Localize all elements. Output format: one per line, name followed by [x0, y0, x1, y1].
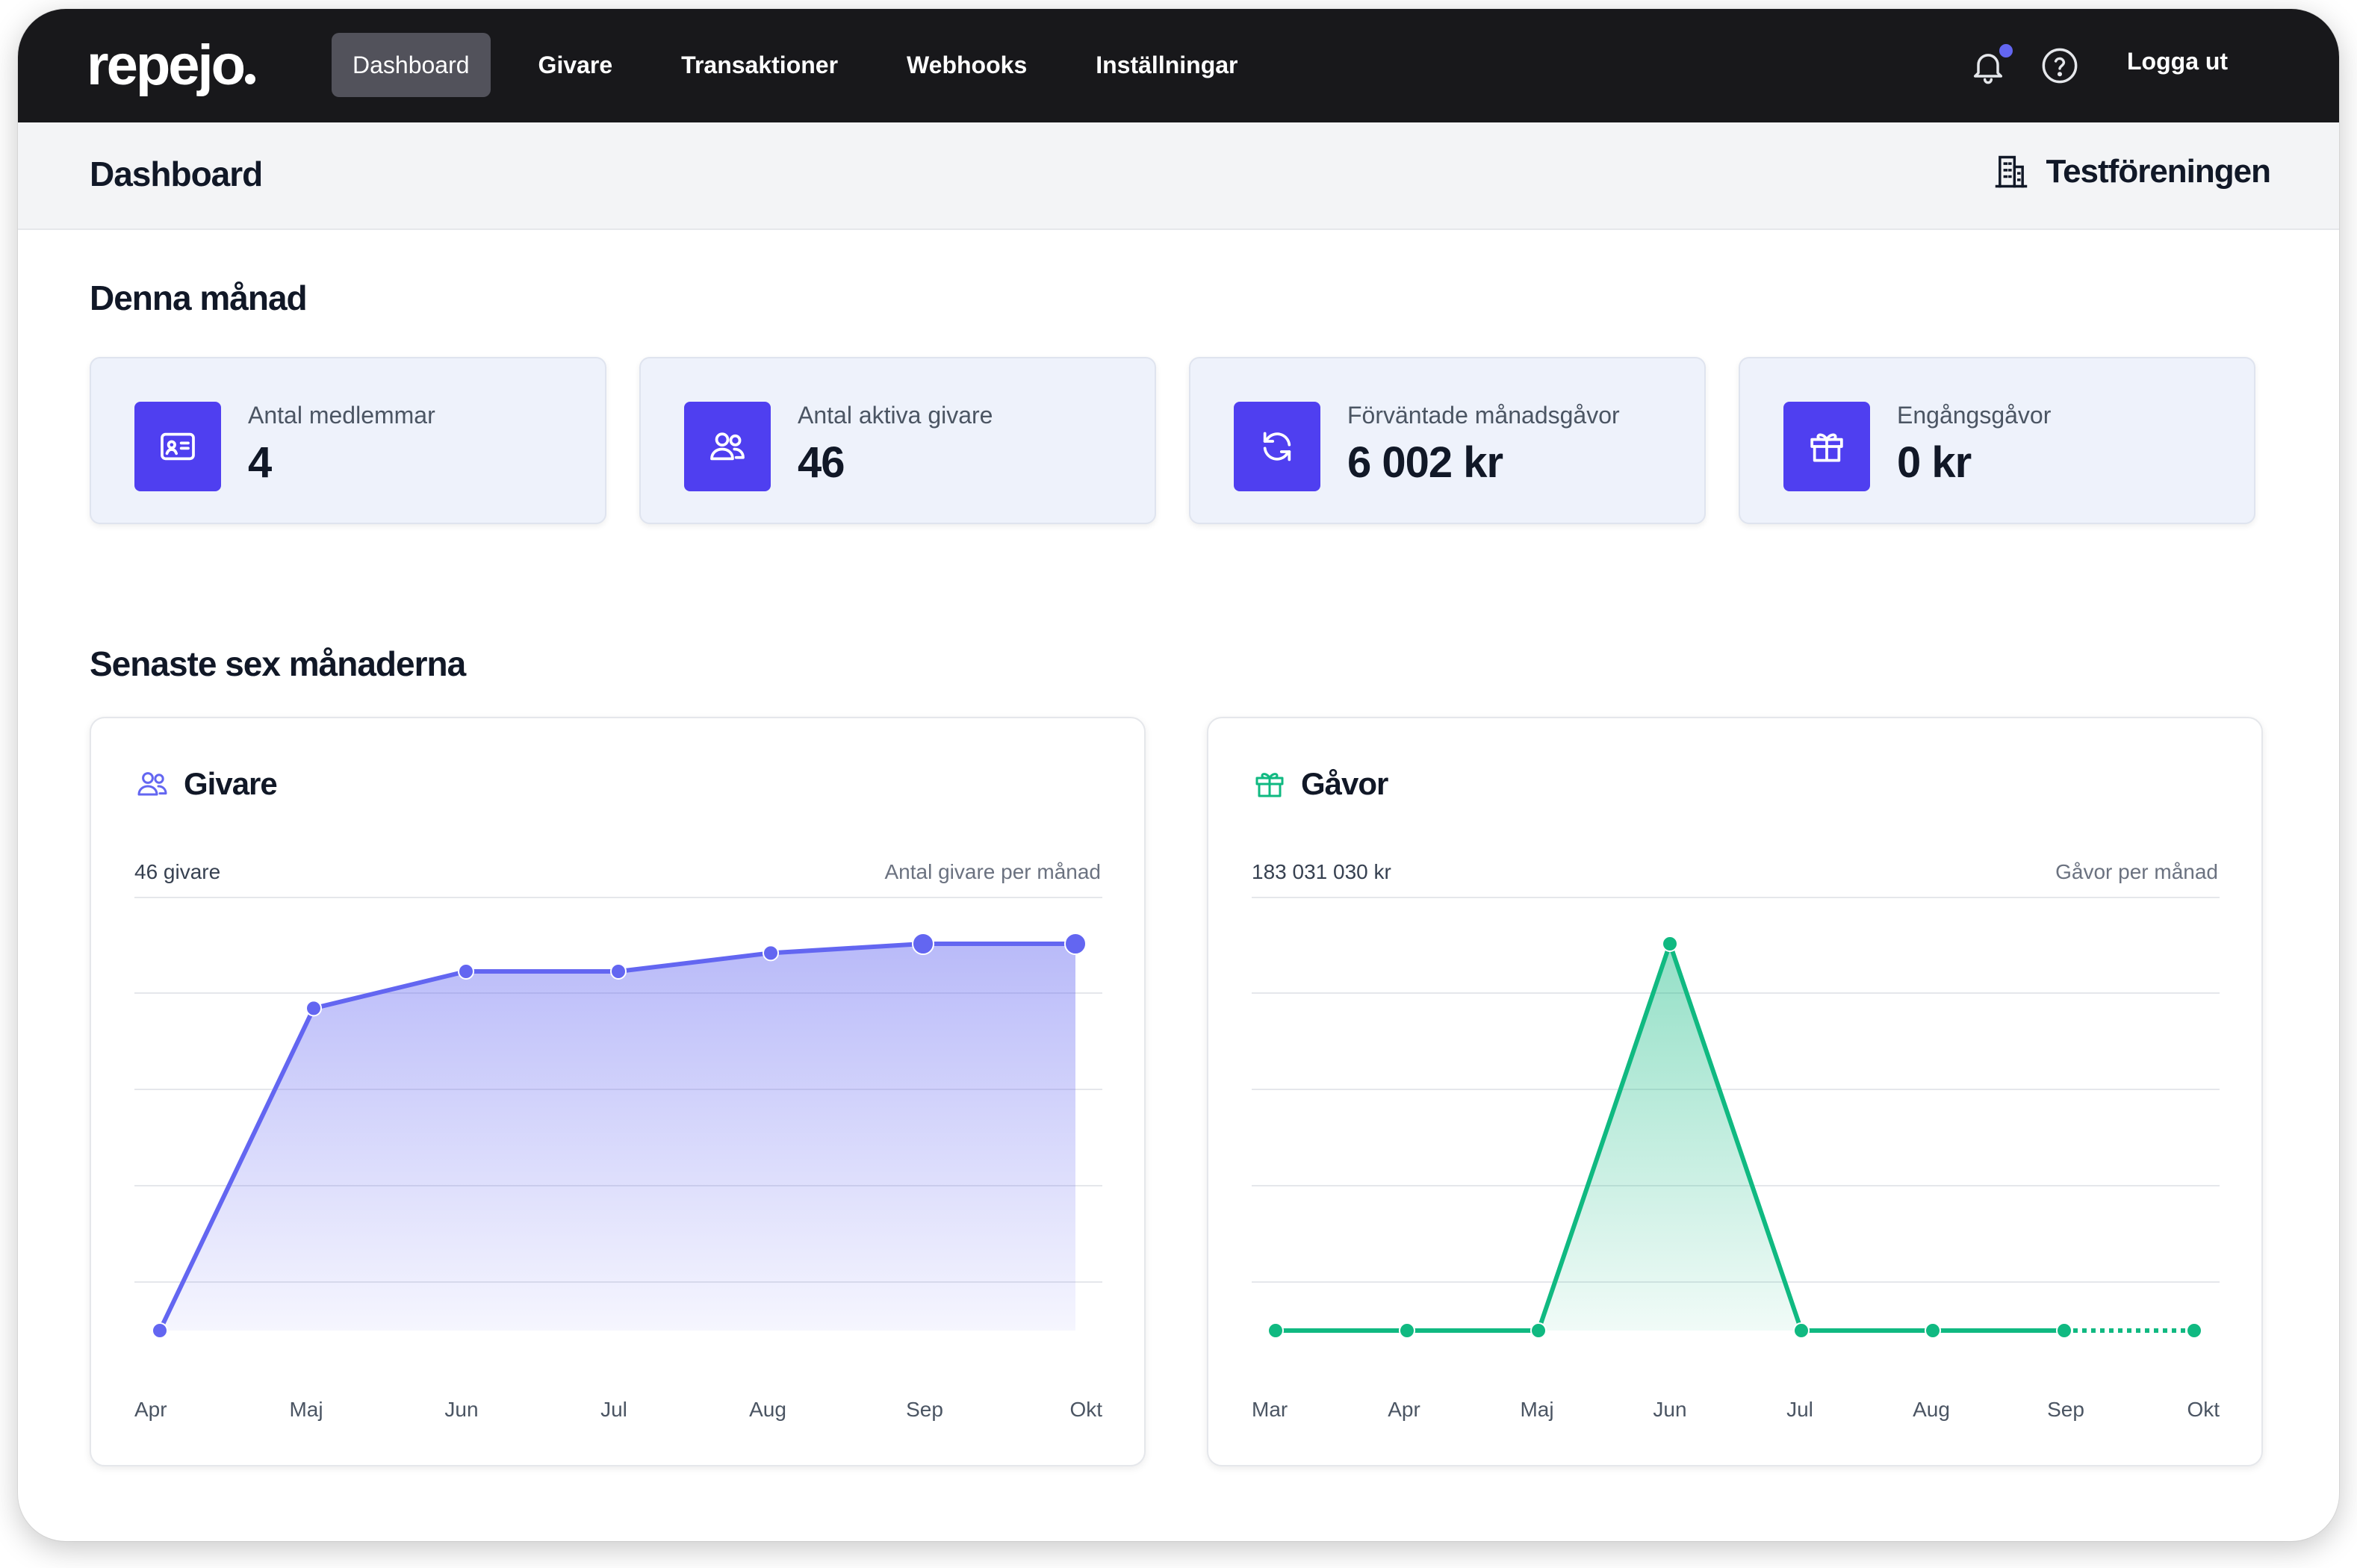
stat-card-active-donors: Antal aktiva givare 46 [639, 357, 1156, 524]
x-tick-label: Aug [1913, 1398, 1950, 1421]
stat-value: 46 [798, 438, 845, 487]
x-tick-label: Maj [289, 1398, 323, 1421]
chart-summary: 183 031 030 kr [1252, 860, 1391, 883]
x-tick-label: Jun [1653, 1398, 1686, 1421]
data-point[interactable] [305, 1000, 322, 1017]
data-point[interactable] [1530, 1322, 1547, 1339]
data-point[interactable] [2056, 1322, 2072, 1339]
data-point[interactable] [912, 933, 934, 955]
organization-selector[interactable]: Testföreningen [1992, 152, 2271, 191]
data-point[interactable] [610, 963, 627, 980]
page-title: Dashboard [90, 155, 263, 193]
chart-title: Gåvor [1301, 766, 1388, 801]
x-tick-label: Jun [444, 1398, 478, 1421]
data-point[interactable] [1064, 933, 1087, 955]
x-tick-label: Okt [2187, 1398, 2220, 1421]
refresh-icon [1263, 432, 1291, 461]
stat-card-one-time-gifts: Engångsgåvor 0 kr [1739, 357, 2255, 524]
givare-chart: Apr Maj Jun Jul Aug Sep Okt [134, 897, 1102, 1421]
users-icon [710, 432, 745, 461]
gift-icon [1810, 433, 1843, 462]
stat-label: Förväntade månadsgåvor [1347, 402, 1620, 429]
x-tick-label: Aug [749, 1398, 786, 1421]
x-tick-label: Apr [1388, 1398, 1420, 1421]
chart-subtitle: Gåvor per månad [2055, 860, 2218, 883]
stat-value: 6 002 kr [1347, 438, 1503, 487]
data-point[interactable] [2186, 1322, 2202, 1339]
data-point[interactable] [1925, 1322, 1941, 1339]
stat-card-members: Antal medlemmar 4 [90, 357, 606, 524]
x-tick-label: Okt [1069, 1398, 1102, 1421]
nav-dashboard[interactable]: Dashboard [332, 33, 491, 97]
x-tick-label: Maj [1520, 1398, 1553, 1421]
stat-label: Antal medlemmar [248, 402, 435, 429]
logo[interactable]: repejo [87, 37, 256, 94]
users-icon [137, 772, 167, 796]
data-point[interactable] [152, 1322, 168, 1339]
stat-value: 0 kr [1897, 438, 1972, 487]
chart-card-gavor: Gåvor 183 031 030 kr Gåvor per månad Mar… [1207, 717, 2263, 1466]
x-tick-label: Jul [1786, 1398, 1813, 1421]
data-point[interactable] [1267, 1322, 1284, 1339]
data-point[interactable] [1793, 1322, 1810, 1339]
notification-dot [1997, 42, 2015, 60]
section-last-six-months: Senaste sex månaderna [90, 644, 466, 683]
gift-icon [1255, 773, 1284, 797]
data-point[interactable] [1399, 1322, 1415, 1339]
x-tick-label: Apr [134, 1398, 167, 1421]
main-nav: Dashboard Givare Transaktioner Webhooks … [332, 33, 1258, 97]
data-point[interactable] [763, 945, 779, 962]
nav-installningar[interactable]: Inställningar [1096, 51, 1238, 78]
page-header: Dashboard Testföreningen [18, 122, 2339, 230]
x-tick-label: Mar [1252, 1398, 1288, 1421]
series-area [160, 944, 1075, 1331]
bell-icon[interactable] [1969, 46, 2007, 87]
section-this-month: Denna månad [90, 279, 308, 317]
nav-transaktioner[interactable]: Transaktioner [681, 51, 839, 78]
chart-title: Givare [184, 766, 278, 801]
top-navigation: repejo Dashboard Givare Transaktioner We… [18, 9, 2339, 122]
chart-card-givare: Givare 46 givare Antal givare per månad … [90, 717, 1146, 1466]
x-tick-label: Jul [600, 1398, 627, 1421]
app-window: repejo Dashboard Givare Transaktioner We… [18, 9, 2339, 1541]
organization-name: Testföreningen [2046, 153, 2271, 190]
chart-subtitle: Antal givare per månad [884, 860, 1101, 883]
nav-givare[interactable]: Givare [538, 51, 613, 78]
logout-link[interactable]: Logga ut [2127, 48, 2229, 75]
data-point[interactable] [458, 963, 474, 980]
x-tick-label: Sep [2047, 1398, 2084, 1421]
id-card-icon [161, 432, 195, 461]
stat-label: Antal aktiva givare [798, 402, 993, 429]
x-tick-label: Sep [906, 1398, 943, 1421]
stat-label: Engångsgåvor [1897, 402, 2052, 429]
stat-card-expected-monthly: Förväntade månadsgåvor 6 002 kr [1189, 357, 1706, 524]
nav-webhooks[interactable]: Webhooks [907, 51, 1028, 78]
chart-summary: 46 givare [134, 860, 221, 883]
stat-value: 4 [248, 438, 272, 487]
building-icon [1996, 155, 2028, 188]
help-icon[interactable] [2040, 46, 2079, 85]
gavor-chart: Mar Apr Maj Jun Jul Aug Sep Okt [1252, 897, 2220, 1421]
data-point[interactable] [1662, 936, 1678, 952]
